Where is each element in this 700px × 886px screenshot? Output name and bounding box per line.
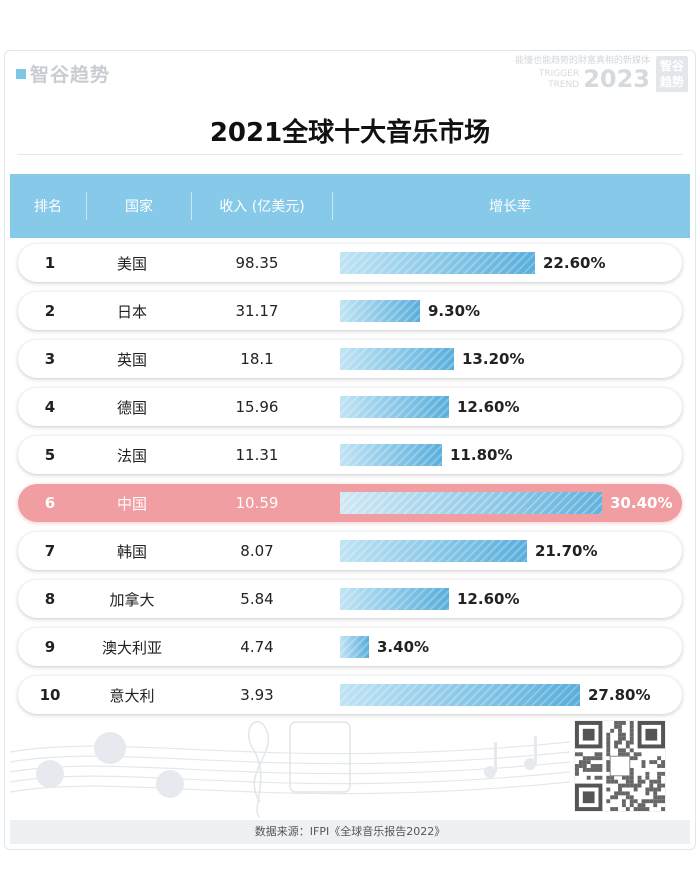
country-cell: 意大利 [109, 686, 155, 705]
growth-bar [340, 492, 602, 514]
header-divider [191, 192, 192, 220]
country-cell: 日本 [116, 302, 147, 321]
country-cell: 美国 [116, 254, 147, 273]
growth-label: 22.60% [543, 254, 606, 272]
growth-label: 13.20% [462, 350, 525, 368]
growth-bar [340, 588, 449, 610]
brand-tag-box: 智谷 趋势 [656, 56, 688, 92]
rank-cell: 4 [44, 398, 56, 416]
growth-cell: 27.80% [340, 684, 670, 706]
table-row: 4 德国 15.96 12.60% [18, 388, 682, 426]
qr-code[interactable] [574, 720, 666, 812]
rank-cell: 10 [39, 686, 61, 704]
country-cell: 加拿大 [109, 590, 155, 609]
growth-cell: 12.60% [340, 396, 670, 418]
rank-cell: 7 [44, 542, 56, 560]
growth-bar [340, 396, 449, 418]
revenue-cell: 5.84 [240, 590, 274, 608]
table-row: 5 法国 11.31 11.80% [18, 436, 682, 474]
table-row: 2 日本 31.17 9.30% [18, 292, 682, 330]
growth-label: 27.80% [588, 686, 651, 704]
table-row: 8 加拿大 5.84 12.60% [18, 580, 682, 618]
revenue-cell: 18.1 [240, 350, 274, 368]
table-row: 9 澳大利亚 4.74 3.40% [18, 628, 682, 666]
brand-year: 2023 [583, 65, 650, 93]
source-footer: 数据来源：IFPI《全球音乐报告2022》 [10, 820, 690, 844]
growth-cell: 21.70% [340, 540, 670, 562]
table-row: 3 英国 18.1 13.20% [18, 340, 682, 378]
country-cell: 澳大利亚 [101, 638, 162, 657]
growth-bar [340, 300, 420, 322]
revenue-cell: 10.59 [235, 494, 279, 512]
table-row: 10 意大利 3.93 27.80% [18, 676, 682, 714]
rank-cell: 1 [44, 254, 56, 272]
table-header: 排名 国家 收入 (亿美元) 增长率 [10, 174, 690, 238]
country-cell: 法国 [116, 446, 147, 465]
growth-cell: 22.60% [340, 252, 670, 274]
country-cell: 中国 [116, 494, 147, 513]
header-revenue: 收入 (亿美元) [219, 199, 305, 215]
growth-label: 21.70% [535, 542, 598, 560]
growth-bar [340, 444, 442, 466]
growth-cell: 9.30% [340, 300, 670, 322]
revenue-cell: 98.35 [235, 254, 279, 272]
brand-logo-text: 智谷趋势 [30, 64, 111, 86]
country-cell: 英国 [116, 350, 147, 369]
revenue-cell: 3.93 [240, 686, 274, 704]
revenue-cell: 31.17 [235, 302, 279, 320]
growth-label: 9.30% [428, 302, 481, 320]
brand-slogan: 能懂也能趋势的财富真相的新媒体 [514, 56, 650, 66]
brand-tag-en-2: TREND [548, 80, 580, 90]
growth-label: 30.40% [610, 494, 673, 512]
growth-cell: 11.80% [340, 444, 670, 466]
brand-logo: 智谷趋势 [16, 60, 110, 87]
growth-cell: 3.40% [340, 636, 670, 658]
growth-label: 12.60% [457, 590, 520, 608]
growth-bar [340, 252, 535, 274]
rank-cell: 2 [44, 302, 56, 320]
growth-cell: 30.40% [340, 492, 673, 514]
growth-bar [340, 636, 369, 658]
table-row: 1 美国 98.35 22.60% [18, 244, 682, 282]
logo-mark-icon [16, 68, 26, 79]
country-cell: 韩国 [116, 542, 147, 561]
header-divider [332, 192, 333, 220]
rank-cell: 3 [44, 350, 56, 368]
brand-tag-en-1: TRIGGER [538, 69, 580, 79]
growth-bar [340, 684, 580, 706]
chart-title: 2021全球十大音乐市场 [209, 118, 491, 148]
rank-cell: 5 [44, 446, 56, 464]
growth-cell: 13.20% [340, 348, 670, 370]
brand-tag-cn-1: 智谷 [659, 59, 684, 73]
country-cell: 德国 [116, 398, 147, 417]
header-growth: 增长率 [489, 199, 531, 215]
revenue-cell: 8.07 [240, 542, 274, 560]
brand-tag-cn-2: 趋势 [659, 75, 684, 89]
rank-cell: 6 [44, 494, 56, 512]
revenue-cell: 4.74 [240, 638, 274, 656]
table-rows: 1 美国 98.35 22.60% 2 日本 31.17 9.30% 3 英国 18.1 13.20%… [18, 244, 682, 724]
growth-label: 3.40% [377, 638, 430, 656]
table-row: 6 中国 10.59 30.40% [18, 484, 682, 522]
growth-cell: 12.60% [340, 588, 670, 610]
revenue-cell: 11.31 [235, 446, 279, 464]
growth-label: 12.60% [457, 398, 520, 416]
growth-bar [340, 540, 527, 562]
header-country: 国家 [125, 199, 153, 215]
revenue-cell: 15.96 [235, 398, 279, 416]
growth-label: 11.80% [450, 446, 513, 464]
title-divider [17, 154, 683, 155]
table-row: 7 韩国 8.07 21.70% [18, 532, 682, 570]
music-decoration [10, 721, 570, 818]
brand-watermark: 能懂也能趋势的财富真相的新媒体 TRIGGER TREND 2023 智谷 趋势 [515, 56, 688, 92]
header-rank: 排名 [34, 199, 62, 215]
header-divider [86, 192, 87, 220]
growth-bar [340, 348, 454, 370]
rank-cell: 8 [44, 590, 56, 608]
rank-cell: 9 [44, 638, 56, 656]
